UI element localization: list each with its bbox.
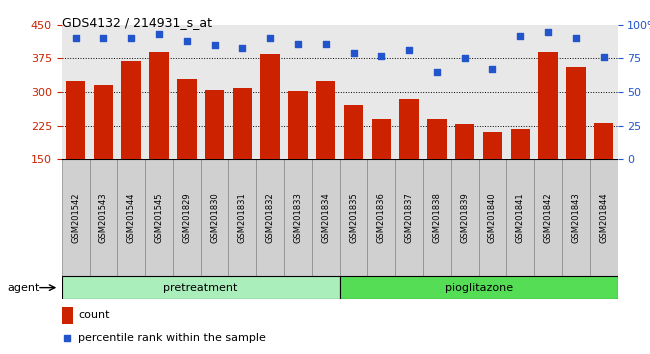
Text: GSM201545: GSM201545: [155, 193, 164, 243]
Bar: [117, 159, 145, 276]
Text: GSM201834: GSM201834: [321, 192, 330, 243]
Text: GSM201837: GSM201837: [404, 192, 413, 243]
Bar: [423, 159, 451, 276]
Text: GDS4132 / 214931_s_at: GDS4132 / 214931_s_at: [62, 16, 212, 29]
Bar: [478, 159, 506, 276]
Point: [265, 35, 276, 41]
Bar: [284, 159, 312, 276]
Bar: [261, 54, 280, 227]
Point: [488, 66, 498, 72]
Text: GSM201833: GSM201833: [293, 192, 302, 243]
Point: [70, 35, 81, 41]
Point: [209, 42, 220, 48]
Text: GSM201841: GSM201841: [515, 192, 525, 243]
Bar: [510, 129, 530, 227]
Bar: [534, 159, 562, 276]
Text: agent: agent: [8, 282, 40, 293]
Point: [126, 35, 136, 41]
Bar: [94, 85, 113, 227]
Bar: [427, 119, 447, 227]
Bar: [288, 91, 307, 227]
Text: GSM201839: GSM201839: [460, 192, 469, 243]
Bar: [367, 159, 395, 276]
Bar: [201, 159, 229, 276]
Text: GSM201844: GSM201844: [599, 192, 608, 243]
Point: [515, 33, 525, 38]
Text: GSM201831: GSM201831: [238, 192, 247, 243]
Text: percentile rank within the sample: percentile rank within the sample: [79, 332, 266, 343]
Bar: [506, 159, 534, 276]
Text: pioglitazone: pioglitazone: [445, 282, 513, 293]
Bar: [339, 276, 618, 299]
Point: [320, 41, 331, 46]
Point: [98, 35, 109, 41]
Text: GSM201829: GSM201829: [182, 192, 191, 243]
Point: [181, 38, 192, 44]
Text: count: count: [79, 310, 110, 320]
Bar: [229, 159, 256, 276]
Bar: [90, 159, 117, 276]
Text: GSM201544: GSM201544: [127, 193, 136, 243]
Bar: [594, 122, 614, 227]
Bar: [316, 81, 335, 227]
Point: [154, 32, 164, 37]
Bar: [483, 132, 502, 227]
Bar: [566, 67, 586, 227]
Bar: [395, 159, 423, 276]
Point: [237, 45, 248, 51]
Bar: [150, 52, 169, 227]
Bar: [455, 124, 474, 227]
Bar: [344, 104, 363, 227]
Text: GSM201543: GSM201543: [99, 192, 108, 243]
Bar: [538, 52, 558, 227]
Point: [348, 50, 359, 56]
Text: GSM201840: GSM201840: [488, 192, 497, 243]
Bar: [312, 159, 340, 276]
Bar: [173, 159, 201, 276]
Point: [376, 53, 387, 58]
Text: GSM201842: GSM201842: [543, 192, 552, 243]
Bar: [145, 159, 173, 276]
Bar: [399, 99, 419, 227]
Bar: [62, 159, 90, 276]
Point: [62, 335, 73, 341]
Point: [432, 69, 442, 75]
Bar: [62, 307, 73, 324]
Text: GSM201542: GSM201542: [71, 193, 80, 243]
Bar: [372, 119, 391, 227]
Bar: [562, 159, 590, 276]
Point: [599, 54, 609, 60]
Text: GSM201830: GSM201830: [210, 192, 219, 243]
Point: [460, 56, 470, 61]
Bar: [256, 159, 284, 276]
Bar: [590, 159, 618, 276]
Text: pretreatment: pretreatment: [164, 282, 238, 293]
Text: GSM201836: GSM201836: [377, 192, 386, 243]
Bar: [177, 79, 196, 227]
Text: GSM201838: GSM201838: [432, 192, 441, 243]
Text: GSM201835: GSM201835: [349, 192, 358, 243]
Point: [543, 29, 553, 34]
Text: GSM201832: GSM201832: [266, 192, 275, 243]
Point: [571, 35, 581, 41]
Bar: [233, 88, 252, 227]
Bar: [66, 81, 85, 227]
Point: [292, 41, 303, 46]
Bar: [122, 61, 141, 227]
Bar: [205, 90, 224, 227]
Text: GSM201843: GSM201843: [571, 192, 580, 243]
Bar: [339, 159, 367, 276]
Bar: [62, 276, 339, 299]
Bar: [451, 159, 478, 276]
Point: [404, 47, 414, 53]
